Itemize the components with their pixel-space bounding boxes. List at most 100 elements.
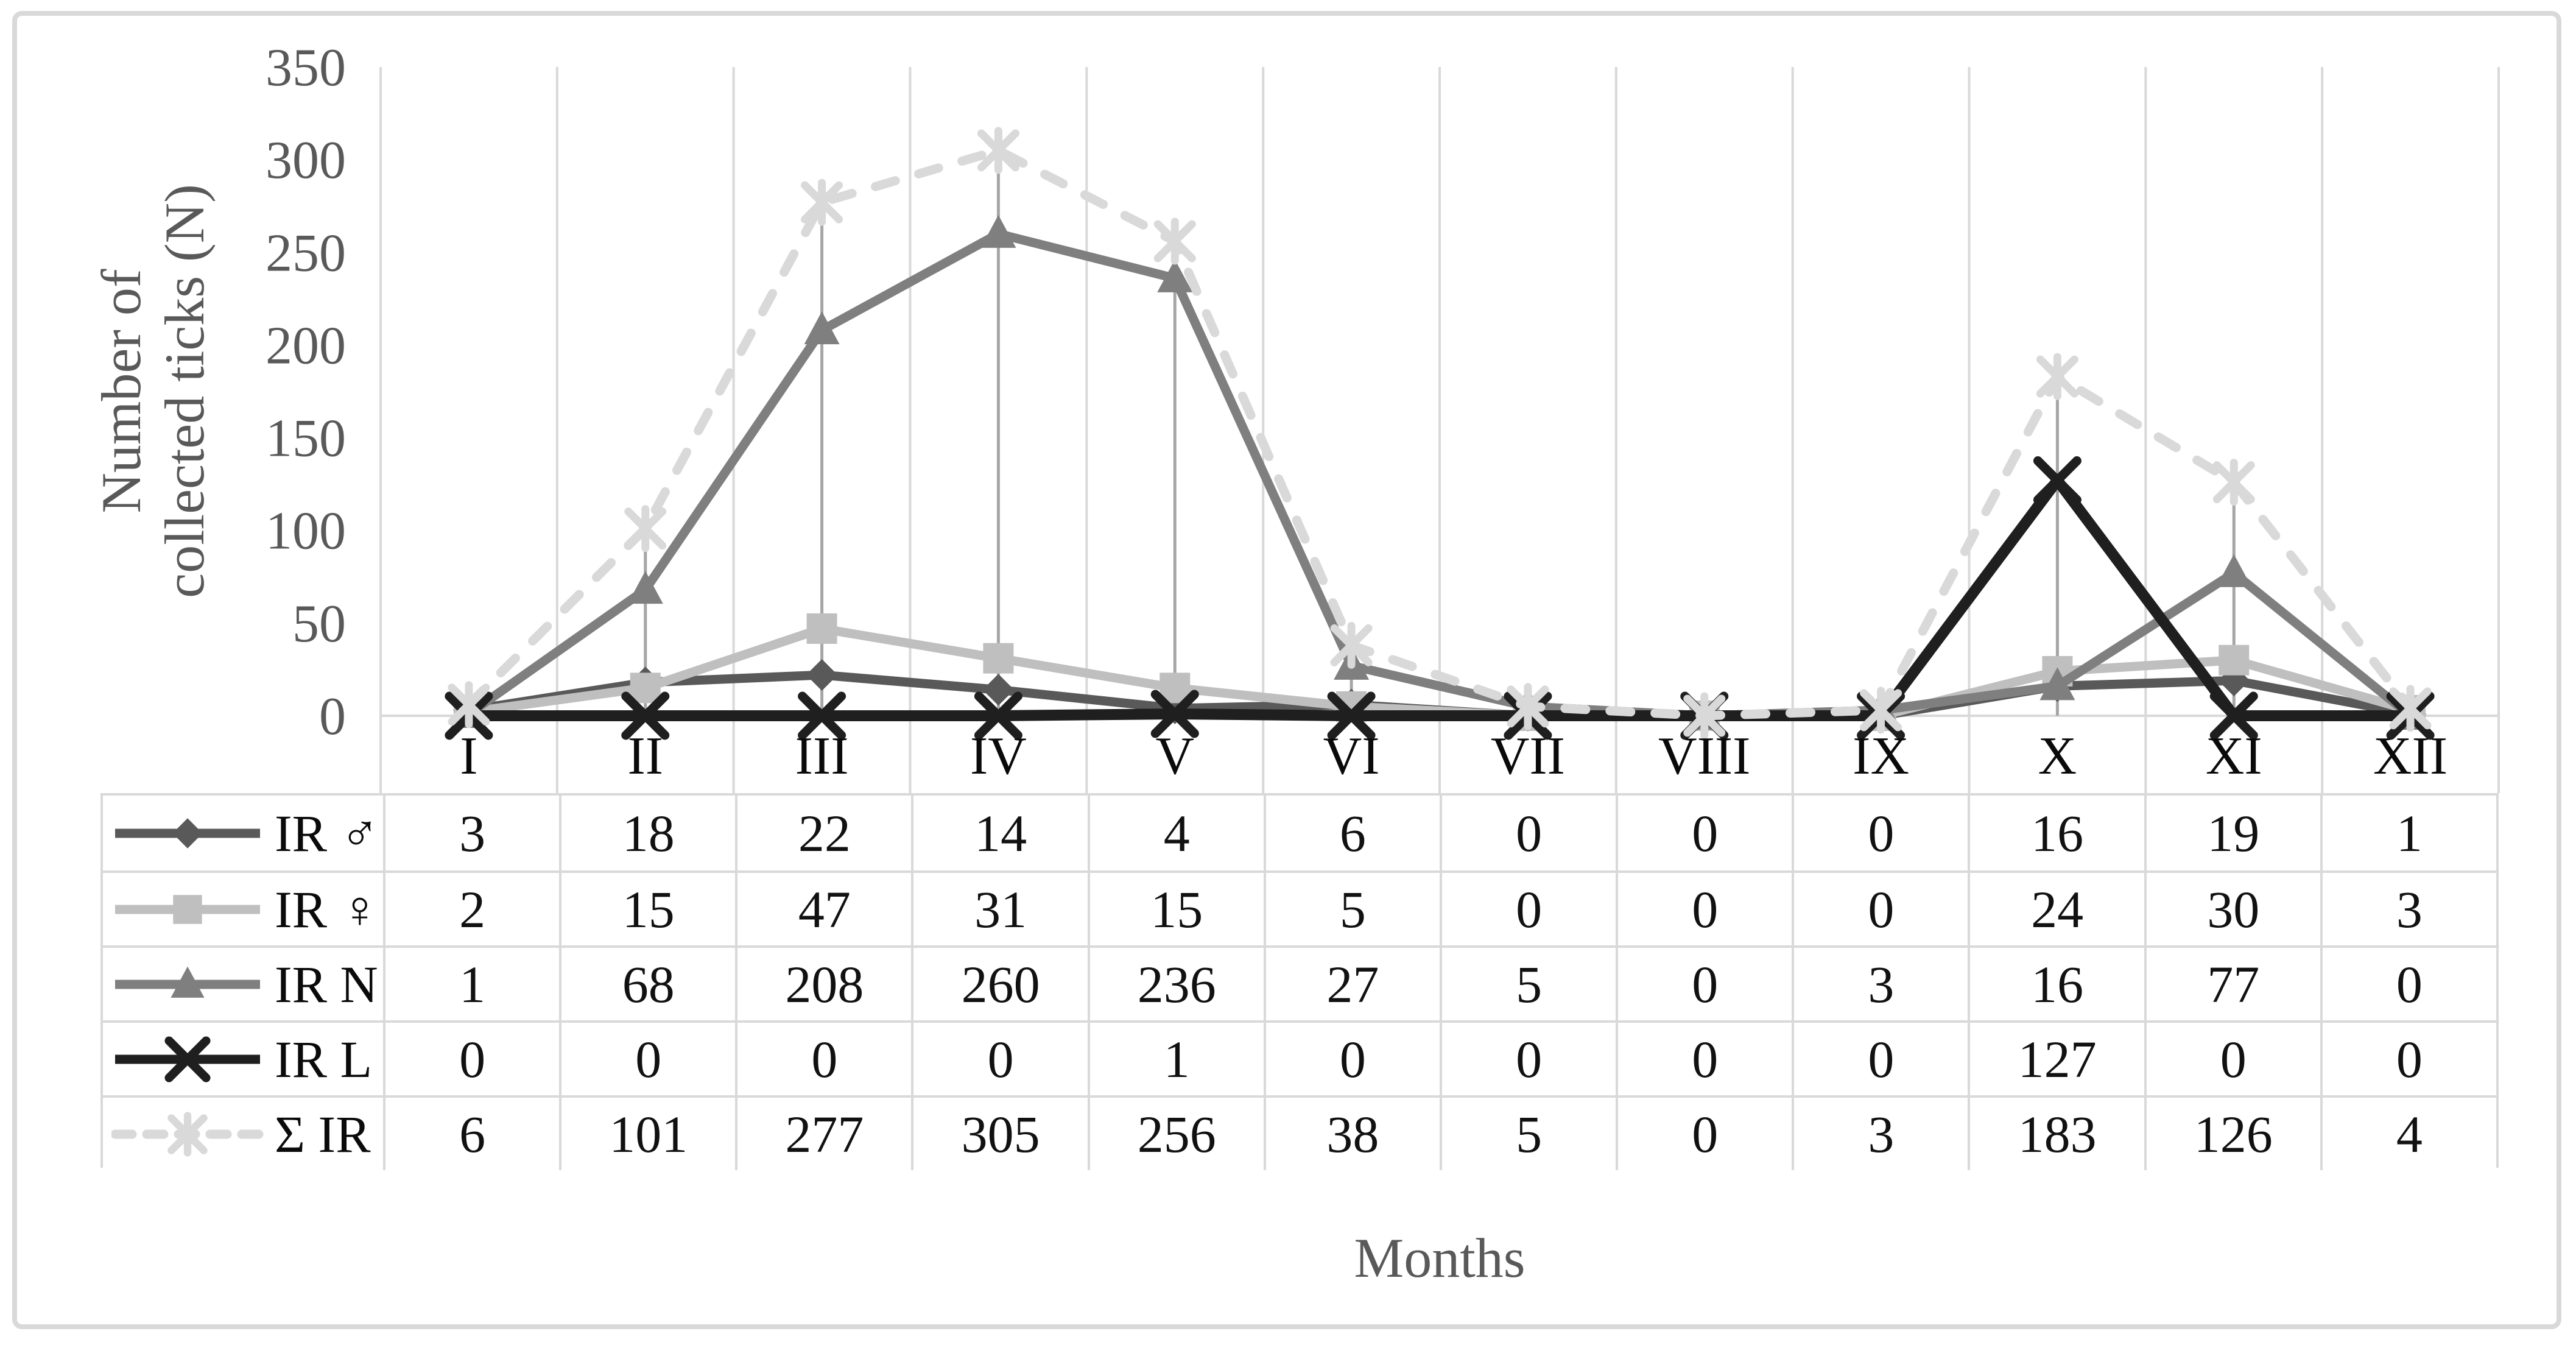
y-tick-label: 150 — [266, 409, 346, 468]
table-value-cell: 260 — [911, 945, 1088, 1020]
table-value-cell: 4 — [2320, 1095, 2496, 1170]
legend-label: IR ♀ — [275, 880, 379, 939]
x-category-label: X — [2038, 727, 2077, 786]
star-marker — [1860, 687, 1902, 734]
table-value-cell: 0 — [1439, 796, 1616, 870]
table-value-cell: 0 — [1792, 796, 1968, 870]
y-tick-label: 350 — [266, 38, 346, 97]
x-marker — [621, 691, 670, 740]
table-value-cell: 0 — [1616, 1095, 1792, 1170]
star-marker — [801, 178, 843, 226]
table-value-cell: 77 — [2144, 945, 2320, 1020]
table-value-cell: 305 — [911, 1095, 1088, 1170]
legend-label: IR L — [275, 1029, 373, 1089]
star-marker — [1153, 217, 1196, 265]
x-axis-category-labels: I II III IV V VI VII VIII IX X XI XII — [460, 727, 2448, 786]
y-tick-label: 300 — [266, 131, 346, 190]
table-value-cell: 5 — [1263, 870, 1440, 945]
y-tick-label: 250 — [266, 224, 346, 283]
table-value-cell: 0 — [1616, 1020, 1792, 1095]
table-value-cell: 0 — [1439, 870, 1616, 945]
table-value-cell: 256 — [1087, 1095, 1264, 1170]
star-marker — [624, 505, 667, 552]
table-value-cell: 0 — [735, 1020, 912, 1095]
x-category-label: IX — [1853, 727, 1909, 786]
star-marker — [167, 1111, 208, 1157]
table-value-cell: 5 — [1439, 1095, 1616, 1170]
table-value-cell: 0 — [911, 1020, 1088, 1095]
star-marker — [2036, 353, 2078, 400]
table-value-cell: 0 — [1439, 1020, 1616, 1095]
x-category-label: XI — [2206, 727, 2262, 786]
table-value-cell: 30 — [2144, 870, 2320, 945]
x-marker — [1150, 690, 1199, 738]
table-value-cell: 0 — [1616, 945, 1792, 1020]
table-value-cell: 19 — [2144, 796, 2320, 870]
star-marker — [977, 127, 1019, 174]
x-marker — [164, 1036, 211, 1082]
legend-cell: IR L — [103, 1020, 383, 1095]
x-category-label: IV — [970, 727, 1027, 786]
table-value-cell: 5 — [1439, 945, 1616, 1020]
x-axis-title: Months — [1354, 1227, 1525, 1289]
table-value-cell: 16 — [1968, 796, 2144, 870]
table-value-cell: 126 — [2144, 1095, 2320, 1170]
legend-key-sample — [115, 1036, 260, 1082]
table-value-cell: 22 — [735, 796, 912, 870]
table-value-cell: 15 — [559, 870, 736, 945]
star-marker — [1683, 692, 1726, 740]
triangle-marker — [980, 214, 1016, 248]
table-value-cell: 0 — [1792, 1020, 1968, 1095]
table-value-cell: 24 — [1968, 870, 2144, 945]
table-value-cell: 277 — [735, 1095, 912, 1170]
table-value-cell: 0 — [2144, 1020, 2320, 1095]
x-category-label: VII — [1491, 727, 1565, 786]
table-value-cell: 101 — [559, 1095, 736, 1170]
table-value-cell: 3 — [1792, 1095, 1968, 1170]
table-value-cell: 236 — [1087, 945, 1264, 1020]
table-value-cell: 47 — [735, 870, 912, 945]
table-value-cell: 14 — [911, 796, 1088, 870]
legend-cell: IR N — [103, 945, 383, 1020]
table-value-cell: 16 — [1968, 945, 2144, 1020]
legend-label: Σ IR — [275, 1104, 371, 1163]
square-marker — [630, 672, 661, 704]
x-marker — [974, 691, 1022, 740]
table-value-cell: 1 — [1087, 1020, 1264, 1095]
y-axis-title: Number of collected ticks (N) — [90, 184, 216, 598]
table-value-cell: 0 — [383, 1020, 560, 1095]
series-5 — [448, 127, 2432, 740]
x-category-label: VIII — [1658, 727, 1750, 786]
table-value-cell: 0 — [1792, 870, 1968, 945]
x-category-label: II — [627, 727, 663, 786]
table-value-cell: 31 — [911, 870, 1088, 945]
triangle-marker — [1157, 259, 1193, 292]
triangle-marker — [627, 571, 663, 604]
table-value-cell: 3 — [383, 796, 560, 870]
x-category-label: VI — [1323, 727, 1380, 786]
legend-label: IR N — [275, 955, 378, 1014]
square-marker — [983, 643, 1014, 674]
x-marker — [2209, 691, 2258, 740]
series-line — [464, 146, 2415, 721]
y-tick-label: 100 — [266, 502, 346, 561]
x-category-label: I — [460, 727, 477, 786]
legend-key-sample — [111, 1111, 264, 1157]
legend-cell: IR ♀ — [103, 870, 383, 945]
x-marker — [1327, 691, 1376, 740]
y-tick-label: 50 — [292, 595, 346, 654]
table-value-cell: 0 — [1263, 1020, 1440, 1095]
star-marker — [2212, 459, 2255, 506]
table-value-cell: 4 — [1087, 796, 1264, 870]
table-value-cell: 0 — [1616, 870, 1792, 945]
table-value-cell: 38 — [1263, 1095, 1440, 1170]
table-value-cell: 2 — [383, 870, 560, 945]
table-value-cell: 0 — [2320, 945, 2496, 1020]
y-axis-tick-labels: 0 50 100 150 200 250 300 350 — [266, 38, 346, 746]
table-value-cell: 127 — [1968, 1020, 2144, 1095]
diamond-marker — [172, 817, 203, 849]
table-value-cell: 68 — [559, 945, 736, 1020]
x-marker — [2033, 456, 2082, 505]
table-value-cell: 18 — [559, 796, 736, 870]
table-value-cell: 183 — [1968, 1095, 2144, 1170]
